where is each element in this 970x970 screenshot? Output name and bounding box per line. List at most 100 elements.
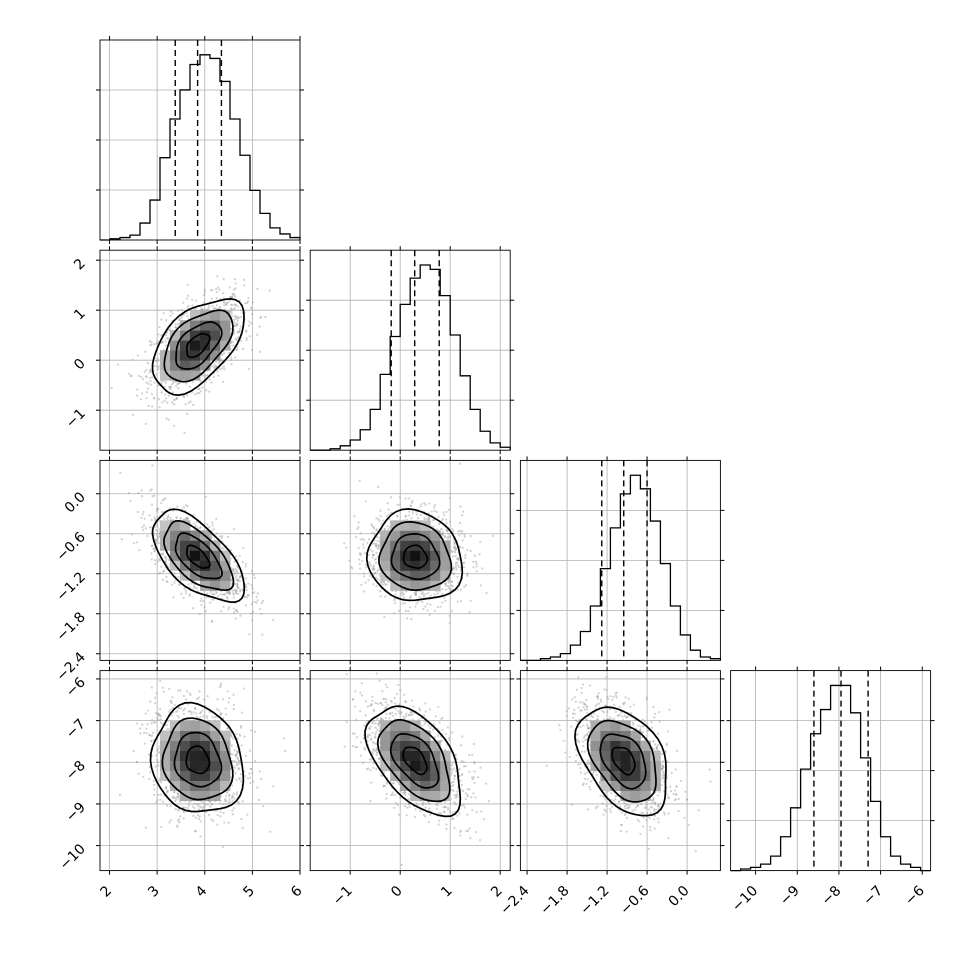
scatter-point [433,504,437,507]
scatter-point [372,531,376,535]
scatter-point [165,787,168,790]
scatter-point [372,708,375,712]
scatter-point [183,811,186,814]
scatter-point [466,572,469,575]
scatter-point [412,705,415,708]
scatter-point [444,583,447,587]
scatter-point [457,557,460,561]
scatter-point [136,354,139,357]
scatter-point [602,813,605,816]
scatter-point [153,549,156,552]
density-cell [620,730,631,741]
scatter-point [404,515,407,518]
scatter-point [613,703,616,706]
scatter-point [429,603,432,606]
scatter-point [657,803,660,806]
scatter-point [372,553,375,556]
scatter-point [170,583,173,586]
scatter-point [367,538,371,541]
density-cell [160,370,171,381]
scatter-point [622,801,626,804]
scatter-point [658,710,661,714]
scatter-point [230,784,234,787]
scatter-point [144,826,147,829]
scatter-point [422,595,426,598]
scatter-point [587,727,590,730]
scatter-point [148,765,151,768]
scatter-point [246,300,250,303]
density-cell [440,780,451,791]
scatter-point [379,514,382,518]
scatter-point [666,730,669,733]
scatter-point [422,593,425,596]
scatter-point [165,517,169,520]
scatter-point [198,802,201,805]
scatter-point [164,560,168,563]
scatter-point [654,801,657,805]
scatter-point [586,711,589,714]
scatter-point [587,731,590,734]
density-cell [190,770,201,781]
scatter-point [605,688,608,692]
scatter-point [479,584,482,587]
scatter-point [215,304,218,307]
scatter-point [472,776,475,779]
scatter-point [156,360,160,363]
scatter-point [216,370,219,373]
scatter-point [388,712,392,715]
scatter-point [259,316,262,319]
scatter-point [182,709,185,712]
scatter-point [653,814,657,817]
scatter-point [200,307,203,310]
scatter-point [247,594,250,597]
scatter-point [371,695,374,698]
density-cell [390,720,401,731]
scatter-point [571,712,575,715]
scatter-point [656,746,659,749]
density-cell [400,730,411,741]
scatter-point [384,683,388,686]
scatter-point [147,404,150,408]
scatter-point [461,735,464,738]
scatter-point [454,554,457,557]
scatter-point [589,788,592,791]
scatter-point [474,796,477,799]
scatter-point [224,303,228,306]
scatter-point [150,376,154,379]
scatter-point [228,795,231,798]
scatter-point [180,316,183,319]
scatter-point [369,769,372,772]
scatter-point [163,498,166,501]
scatter-point [169,819,173,822]
scatter-point [165,804,169,807]
scatter-point [249,781,252,785]
scatter-point [236,751,239,754]
scatter-point [673,789,677,792]
scatter-point [374,733,377,736]
scatter-point [366,705,369,708]
scatter-point [579,766,582,770]
scatter-point [149,370,152,373]
scatter-point [156,508,159,511]
scatter-point [206,308,209,311]
scatter-point [230,356,233,360]
density-cell [180,540,191,551]
scatter-point [249,767,253,770]
scatter-point [403,793,407,796]
scatter-point [175,798,178,801]
scatter-point [214,307,217,310]
scatter-point [636,804,639,807]
scatter-point [598,702,601,705]
scatter-point [385,797,388,800]
scatter-point [366,541,369,544]
scatter-point [165,337,168,340]
scatter-point [614,694,617,697]
scatter-point [227,800,230,803]
scatter-point [357,526,360,529]
scatter-point [235,589,238,593]
scatter-point [567,707,570,710]
density-cell [600,770,611,781]
scatter-point [463,533,466,536]
scatter-point [229,733,233,736]
scatter-point [174,326,177,329]
